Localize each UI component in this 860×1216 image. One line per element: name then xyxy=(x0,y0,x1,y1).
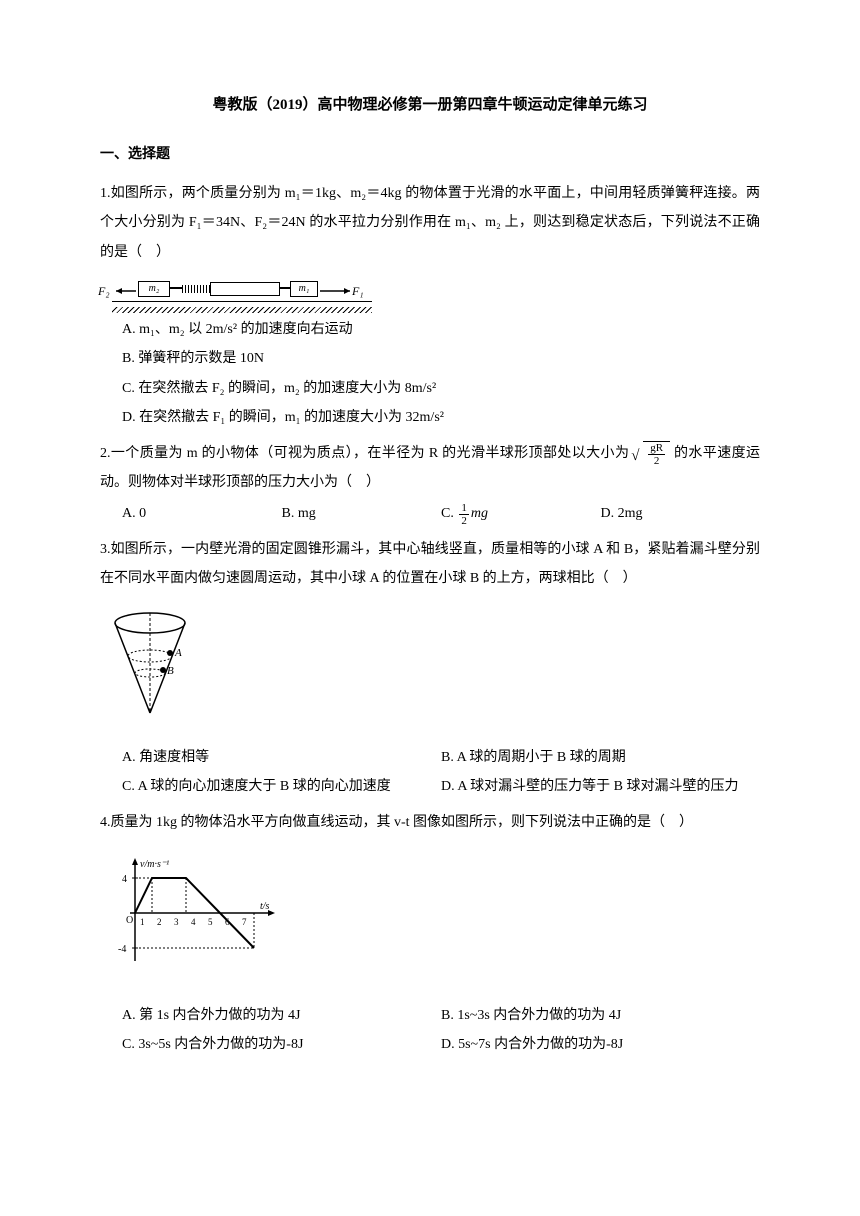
q4-options: A. 第 1s 内合外力做的功为 4J B. 1s~3s 内合外力做的功为 4J… xyxy=(100,1001,760,1060)
svg-text:5: 5 xyxy=(208,917,213,927)
q2-options: A. 0 B. mg C. 12mg D. 2mg xyxy=(100,499,760,528)
svg-text:t/s: t/s xyxy=(260,901,270,912)
q4-optD: D. 5s~7s 内合外力做的功为-8J xyxy=(441,1030,760,1059)
q2-optD: D. 2mg xyxy=(601,499,761,528)
q3-optB: B. A 球的周期小于 B 球的周期 xyxy=(441,743,760,772)
q2-optB: B. mg xyxy=(282,499,442,528)
q4-optC: C. 3s~5s 内合外力做的功为-8J xyxy=(122,1030,441,1059)
q1-optD: D. 在突然撤去 F₁ 的瞬间，m₁ 的加速度大小为 32m/s² xyxy=(122,403,760,432)
q4-figure: 4 -4 1 2 3 4 5 6 7 v/m·s⁻¹ t/s O xyxy=(100,845,760,992)
label-A: A xyxy=(174,647,182,659)
q1-optB: B. 弹簧秤的示数是 10N xyxy=(122,344,760,373)
q3-figure: A B xyxy=(100,602,760,735)
q4-text: 4.质量为 1kg 的物体沿水平方向做直线运动，其 v-t 图像如图所示，则下列… xyxy=(100,808,760,837)
q4-optB: B. 1s~3s 内合外力做的功为 4J xyxy=(441,1001,760,1030)
m2-box: m₂ xyxy=(138,281,170,297)
section-header: 一、选择题 xyxy=(100,140,760,169)
question-2: 2.一个质量为 m 的小物体（可视为质点），在半径为 R 的光滑半球形顶部处以大… xyxy=(100,439,760,529)
q1-optC: C. 在突然撤去 F₂ 的瞬间，m₂ 的加速度大小为 8m/s² xyxy=(122,374,760,403)
svg-text:2: 2 xyxy=(157,917,162,927)
page-title: 粤教版（2019）高中物理必修第一册第四章牛顿运动定律单元练习 xyxy=(100,90,760,122)
q1-text: 1.如图所示，两个质量分别为 m₁＝1kg、m₂＝4kg 的物体置于光滑的水平面… xyxy=(100,179,760,267)
svg-text:4: 4 xyxy=(191,917,196,927)
svg-text:-4: -4 xyxy=(118,944,126,955)
svg-text:1: 1 xyxy=(140,917,145,927)
q2-optA: A. 0 xyxy=(122,499,282,528)
sqrt-icon: gR2 xyxy=(633,439,670,468)
sqrt-num: gR xyxy=(648,442,665,455)
question-1: 1.如图所示，两个质量分别为 m₁＝1kg、m₂＝4kg 的物体置于光滑的水平面… xyxy=(100,179,760,433)
svg-text:7: 7 xyxy=(242,917,247,927)
q4-optA: A. 第 1s 内合外力做的功为 4J xyxy=(122,1001,441,1030)
svg-text:v/m·s⁻¹: v/m·s⁻¹ xyxy=(140,859,169,870)
question-3: 3.如图所示，一内壁光滑的固定圆锥形漏斗，其中心轴线竖直，质量相等的小球 A 和… xyxy=(100,535,760,802)
svg-text:3: 3 xyxy=(174,917,179,927)
question-4: 4.质量为 1kg 的物体沿水平方向做直线运动，其 v-t 图像如图所示，则下列… xyxy=(100,808,760,1060)
q3-optA: A. 角速度相等 xyxy=(122,743,441,772)
svg-text:4: 4 xyxy=(122,874,127,885)
f2-label: F₂ xyxy=(98,279,110,304)
m1-box: m₁ xyxy=(290,281,318,297)
svg-text:O: O xyxy=(126,915,133,926)
f1-label: F₁ xyxy=(352,279,364,304)
q2-text: 2.一个质量为 m 的小物体（可视为质点），在半径为 R 的光滑半球形顶部处以大… xyxy=(100,439,760,498)
label-B: B xyxy=(167,665,174,677)
q2-optC: C. 12mg xyxy=(441,499,601,528)
q3-optD: D. A 球对漏斗壁的压力等于 B 球对漏斗壁的压力 xyxy=(441,772,760,801)
q1-figure: F₂ m₂ m₁ F₁ xyxy=(100,275,760,307)
q3-text: 3.如图所示，一内壁光滑的固定圆锥形漏斗，其中心轴线竖直，质量相等的小球 A 和… xyxy=(100,535,760,594)
q2-text-before: 2.一个质量为 m 的小物体（可视为质点），在半径为 R 的光滑半球形顶部处以大… xyxy=(100,446,633,461)
q3-options: A. 角速度相等 B. A 球的周期小于 B 球的周期 C. A 球的向心加速度… xyxy=(100,743,760,802)
sqrt-den: 2 xyxy=(648,455,665,467)
q1-options: A. m₁、m₂ 以 2m/s² 的加速度向右运动 B. 弹簧秤的示数是 10N… xyxy=(100,315,760,433)
q3-optC: C. A 球的向心加速度大于 B 球的向心加速度 xyxy=(122,772,441,801)
q1-optA: A. m₁、m₂ 以 2m/s² 的加速度向右运动 xyxy=(122,315,760,344)
